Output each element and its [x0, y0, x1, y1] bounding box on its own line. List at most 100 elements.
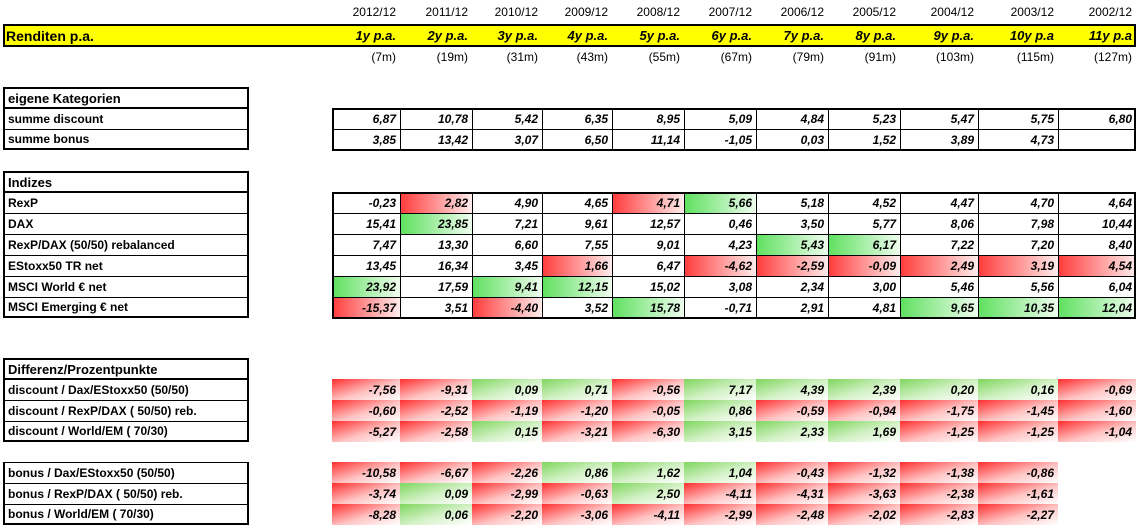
row-label-1-3[interactable]: EStoxx50 TR net [3, 255, 249, 276]
value-cell-1-5-10[interactable]: 12,04 [1058, 297, 1136, 318]
value-cell-3-2-8[interactable]: -2,83 [900, 504, 978, 525]
value-cell-1-0-5[interactable]: 5,66 [684, 192, 756, 213]
value-cell-2-0-6[interactable]: 4,39 [756, 379, 828, 400]
value-cell-1-2-10[interactable]: 8,40 [1108, 237, 1132, 252]
value-cell-1-1-7[interactable]: 5,77 [872, 216, 896, 231]
row-label-1-4[interactable]: MSCI World € net [3, 276, 249, 297]
value-cell-0-1-3[interactable]: 6,50 [584, 132, 608, 147]
period-header-10[interactable]: 11y p.a [1088, 28, 1132, 43]
row-label-3-2[interactable]: bonus / World/EM ( 70/30) [3, 504, 249, 525]
value-cell-3-1-10[interactable] [1058, 483, 1136, 504]
row-label-0-1[interactable]: summe bonus [3, 129, 249, 150]
value-cell-3-0-2[interactable]: -2,26 [472, 462, 542, 483]
year-header-10[interactable]: 2002/12 [1088, 5, 1132, 19]
value-cell-1-2-6[interactable]: 5,43 [756, 234, 828, 255]
value-cell-0-1-7[interactable]: 1,52 [872, 132, 896, 147]
months-header-1[interactable]: (19m) [436, 50, 468, 64]
value-cell-0-0-7[interactable]: 5,23 [872, 111, 896, 126]
months-header-6[interactable]: (79m) [792, 50, 824, 64]
value-cell-3-0-5[interactable]: 1,04 [684, 462, 756, 483]
value-cell-1-4-2[interactable]: 9,41 [472, 276, 542, 297]
row-label-3-0[interactable]: bonus / Dax/EStoxx50 (50/50) [3, 462, 249, 483]
value-cell-3-0-1[interactable]: -6,67 [400, 462, 472, 483]
value-cell-2-1-8[interactable]: -1,75 [900, 400, 978, 421]
row-label-1-5[interactable]: MSCI Emerging € net [3, 297, 249, 318]
value-cell-1-4-0[interactable]: 23,92 [332, 276, 400, 297]
value-cell-2-0-9[interactable]: 0,16 [978, 379, 1058, 400]
value-cell-1-4-8[interactable]: 5,46 [950, 279, 974, 294]
value-cell-3-0-4[interactable]: 1,62 [612, 462, 684, 483]
value-cell-1-5-6[interactable]: 2,91 [800, 300, 824, 315]
year-header-2[interactable]: 2010/12 [494, 5, 538, 19]
value-cell-3-0-3[interactable]: 0,86 [542, 462, 612, 483]
value-cell-3-1-0[interactable]: -3,74 [332, 483, 400, 504]
value-cell-1-3-4[interactable]: 6,47 [656, 258, 680, 273]
year-header-1[interactable]: 2011/12 [425, 5, 469, 19]
value-cell-0-0-0[interactable]: 6,87 [372, 111, 396, 126]
value-cell-2-2-1[interactable]: -2,58 [400, 421, 472, 442]
row-label-1-0[interactable]: RexP [3, 192, 249, 213]
value-cell-1-0-1[interactable]: 2,82 [400, 192, 472, 213]
value-cell-1-1-8[interactable]: 8,06 [950, 216, 974, 231]
value-cell-1-2-3[interactable]: 7,55 [584, 237, 608, 252]
row-label-1-1[interactable]: DAX [3, 213, 249, 234]
value-cell-3-2-4[interactable]: -4,11 [612, 504, 684, 525]
value-cell-3-1-9[interactable]: -1,61 [978, 483, 1058, 504]
section-title-0[interactable]: eigene Kategorien [3, 87, 249, 109]
value-cell-2-1-7[interactable]: -0,94 [828, 400, 900, 421]
page-title[interactable]: Renditen p.a. [6, 27, 94, 44]
year-header-8[interactable]: 2004/12 [930, 5, 974, 19]
value-cell-1-4-9[interactable]: 5,56 [1030, 279, 1054, 294]
months-header-5[interactable]: (67m) [720, 50, 752, 64]
value-cell-3-0-0[interactable]: -10,58 [332, 462, 400, 483]
period-header-2[interactable]: 3y p.a. [497, 28, 538, 43]
value-cell-1-2-9[interactable]: 7,20 [1030, 237, 1054, 252]
value-cell-2-0-2[interactable]: 0,09 [472, 379, 542, 400]
value-cell-0-1-6[interactable]: 0,03 [800, 132, 824, 147]
value-cell-2-1-10[interactable]: -1,60 [1058, 400, 1136, 421]
months-header-4[interactable]: (55m) [648, 50, 680, 64]
period-header-5[interactable]: 6y p.a. [711, 28, 752, 43]
value-cell-3-1-5[interactable]: -4,11 [684, 483, 756, 504]
value-cell-1-0-6[interactable]: 5,18 [800, 195, 824, 210]
year-header-0[interactable]: 2012/12 [352, 5, 396, 19]
period-header-3[interactable]: 4y p.a. [567, 28, 608, 43]
value-cell-1-4-5[interactable]: 3,08 [728, 279, 752, 294]
value-cell-1-0-10[interactable]: 4,64 [1108, 195, 1132, 210]
year-header-5[interactable]: 2007/12 [708, 5, 752, 19]
value-cell-2-0-10[interactable]: -0,69 [1058, 379, 1136, 400]
value-cell-0-0-8[interactable]: 5,47 [950, 111, 974, 126]
value-cell-1-2-5[interactable]: 4,23 [728, 237, 752, 252]
value-cell-2-1-2[interactable]: -1,19 [472, 400, 542, 421]
value-cell-1-4-7[interactable]: 3,00 [872, 279, 896, 294]
value-cell-1-4-1[interactable]: 17,59 [437, 279, 468, 294]
months-header-2[interactable]: (31m) [506, 50, 538, 64]
value-cell-3-2-7[interactable]: -2,02 [828, 504, 900, 525]
value-cell-1-3-7[interactable]: -0,09 [828, 255, 900, 276]
value-cell-1-0-9[interactable]: 4,70 [1030, 195, 1054, 210]
value-cell-1-1-2[interactable]: 7,21 [514, 216, 538, 231]
value-cell-0-0-6[interactable]: 4,84 [800, 111, 824, 126]
period-header-1[interactable]: 2y p.a. [427, 28, 468, 43]
value-cell-3-2-0[interactable]: -8,28 [332, 504, 400, 525]
value-cell-0-0-3[interactable]: 6,35 [584, 111, 608, 126]
year-header-7[interactable]: 2005/12 [852, 5, 896, 19]
value-cell-3-0-10[interactable] [1058, 462, 1136, 483]
value-cell-3-1-1[interactable]: 0,09 [400, 483, 472, 504]
value-cell-1-2-4[interactable]: 9,01 [656, 237, 680, 252]
value-cell-0-1-9[interactable]: 4,73 [1030, 132, 1054, 147]
value-cell-3-0-9[interactable]: -0,86 [978, 462, 1058, 483]
value-cell-2-2-4[interactable]: -6,30 [612, 421, 684, 442]
row-label-2-1[interactable]: discount / RexP/DAX ( 50/50) reb. [3, 400, 249, 421]
row-label-3-1[interactable]: bonus / RexP/DAX ( 50/50) reb. [3, 483, 249, 504]
value-cell-1-2-2[interactable]: 6,60 [514, 237, 538, 252]
value-cell-3-1-3[interactable]: -0,63 [542, 483, 612, 504]
value-cell-1-4-3[interactable]: 12,15 [542, 276, 612, 297]
value-cell-0-0-1[interactable]: 10,78 [437, 111, 468, 126]
value-cell-0-0-9[interactable]: 5,75 [1030, 111, 1054, 126]
value-cell-1-0-7[interactable]: 4,52 [872, 195, 896, 210]
value-cell-2-1-5[interactable]: 0,86 [684, 400, 756, 421]
value-cell-2-2-2[interactable]: 0,15 [472, 421, 542, 442]
value-cell-1-4-6[interactable]: 2,34 [800, 279, 824, 294]
value-cell-1-2-7[interactable]: 6,17 [828, 234, 900, 255]
